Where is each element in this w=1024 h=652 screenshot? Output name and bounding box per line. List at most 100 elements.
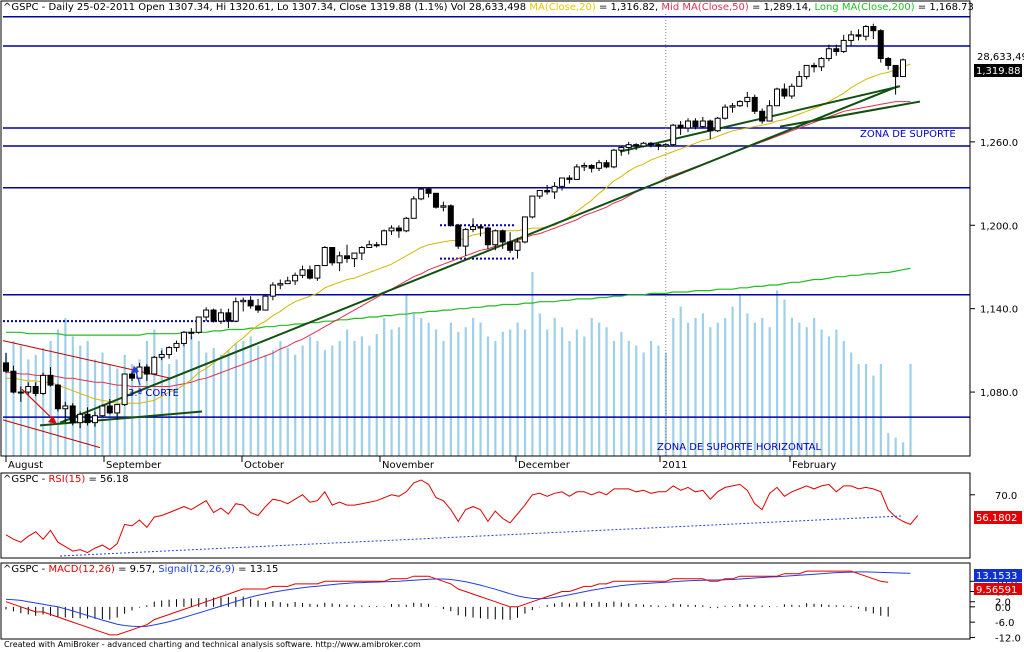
ma200-legend-value: = 1,168.73: [917, 2, 974, 13]
candle-body: [77, 413, 84, 424]
macd-header: ^GSPC - MACD(12,26) = 9.57, Signal(12,26…: [3, 564, 278, 575]
macd-panel-frame: [0, 562, 971, 640]
candle-body: [722, 106, 729, 119]
blue-arrowhead: [131, 365, 139, 374]
candle-body: [892, 64, 899, 78]
candle-body: [247, 299, 254, 307]
candle-body: [751, 96, 758, 112]
y-axis-label: 1,140.0: [980, 305, 1018, 316]
volume-bar: [879, 364, 882, 456]
support-trendline: [779, 100, 921, 128]
rsi-panel: 70.0 56.1802: [5, 479, 1022, 557]
signal-value-box: [974, 569, 1022, 582]
volume-bar: [642, 352, 645, 456]
candle-body: [825, 48, 832, 59]
candle-body: [299, 269, 306, 276]
candle-body: [366, 244, 373, 249]
candle-body: [277, 283, 284, 286]
volume-bar: [560, 327, 564, 456]
candle-body: [714, 117, 721, 132]
volume-bar: [598, 322, 601, 456]
candle-body: [255, 305, 262, 311]
rsi-y-label: 70.0: [995, 491, 1017, 502]
volume-bar: [64, 318, 67, 456]
volume-bar: [219, 354, 223, 456]
volume-bar: [249, 336, 252, 456]
candle-body: [736, 101, 743, 107]
candle-body: [440, 205, 447, 208]
candle-body: [151, 356, 158, 375]
volume-bar: [360, 336, 364, 456]
x-axis-label: 2011: [662, 460, 687, 471]
volume-bar: [850, 352, 853, 456]
candle-body: [788, 85, 795, 97]
candle-body: [811, 64, 818, 68]
candle-body: [544, 190, 551, 193]
rsi-value-box: [974, 511, 1022, 524]
candle-body: [136, 366, 143, 379]
volume-bar: [746, 313, 749, 456]
panel-frames: [0, 0, 971, 640]
candle-body: [618, 146, 625, 151]
candle-body: [877, 30, 884, 59]
rsi-line: [5, 479, 919, 554]
red-arrow: [21, 388, 56, 422]
candle-body: [603, 162, 610, 168]
macd-y-label: -12.0: [995, 633, 1021, 644]
candle-body: [410, 198, 417, 219]
candle-body: [121, 373, 128, 406]
x-axis-label: October: [244, 460, 285, 471]
candle-body: [840, 39, 847, 53]
volume-bar: [271, 350, 275, 456]
candle-body: [670, 124, 677, 146]
candle-body: [106, 405, 113, 414]
candle-body: [10, 370, 17, 393]
candle-body: [610, 149, 617, 168]
volume-bar: [420, 318, 423, 456]
volume-bar: [694, 318, 697, 456]
volume-bar: [160, 347, 163, 456]
volume-bar: [612, 341, 616, 456]
volume-bar: [390, 329, 393, 456]
price-panel-frame: [0, 0, 971, 457]
volume-bar: [620, 331, 623, 456]
candle-body: [329, 247, 336, 264]
candle-body: [62, 405, 69, 410]
volume-bar: [731, 306, 734, 456]
volume-bar: [835, 329, 838, 456]
volume-bar: [894, 437, 897, 456]
volume-bar: [842, 341, 845, 456]
candle-body: [647, 142, 654, 146]
red-arrowhead: [48, 416, 57, 425]
candle-body: [344, 255, 351, 260]
candle-body: [99, 405, 106, 417]
candle-body: [477, 226, 484, 229]
candle-body: [69, 405, 76, 424]
volume-bar: [197, 341, 200, 456]
volume-bar: [553, 318, 556, 456]
volume-bar: [190, 336, 193, 456]
volume-bar: [301, 345, 304, 456]
volume-bar: [657, 345, 660, 456]
volume-bar: [427, 322, 430, 456]
volume-bar: [12, 341, 15, 456]
macd-y-label: 0.0: [995, 603, 1011, 614]
x-axis-label: February: [792, 460, 836, 471]
volume-bar: [627, 341, 630, 456]
volume-bar: [568, 341, 571, 456]
candle-body: [403, 217, 410, 232]
volume-bar: [768, 327, 771, 456]
candle-body: [596, 162, 603, 169]
volume-bar: [716, 322, 719, 456]
rsi-panel-frame: [0, 472, 971, 559]
volume-bar: [649, 341, 653, 456]
ma200-legend: Long MA(Close,200): [814, 2, 915, 13]
candle-body: [351, 252, 358, 260]
volume-bar: [205, 352, 208, 456]
long-term-trendline: [59, 85, 899, 424]
volume-bar: [605, 327, 608, 456]
candle-body: [17, 391, 24, 394]
rsi-header: ^GSPC - RSI(15) = 56.18: [3, 474, 129, 485]
volume-bar: [523, 329, 527, 456]
